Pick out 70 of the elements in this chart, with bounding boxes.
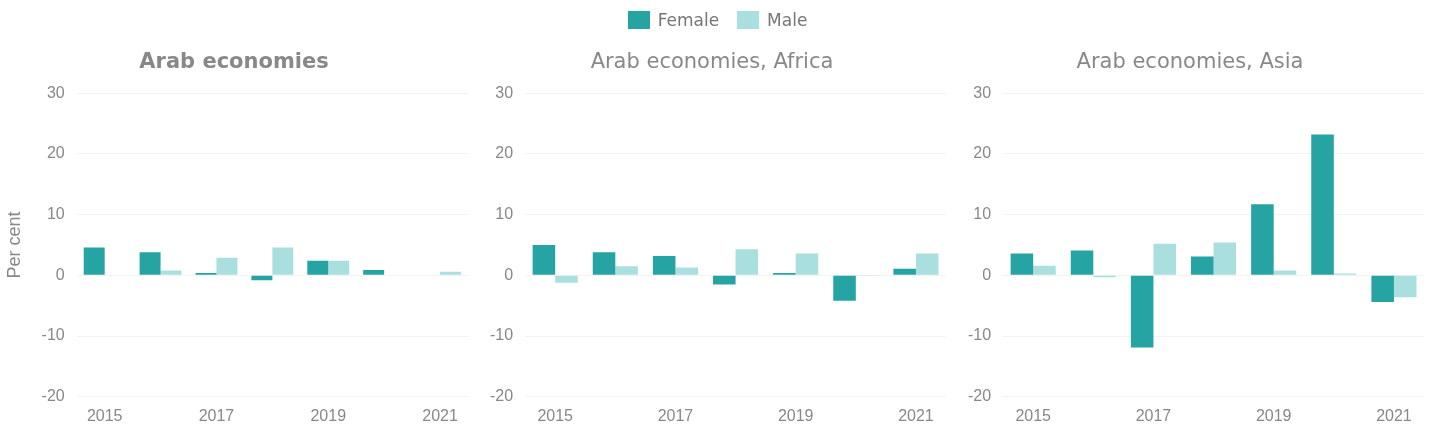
bar [1010, 253, 1034, 275]
bar [1130, 275, 1154, 348]
bar [915, 253, 939, 275]
bar [83, 247, 105, 275]
bar [652, 255, 676, 275]
y-tick-label: 0 [982, 265, 992, 283]
bar [592, 252, 616, 275]
x-tick-label: 2021 [898, 406, 934, 424]
y-tick-label: 10 [973, 205, 992, 223]
bar [328, 260, 350, 275]
bar [1153, 243, 1176, 275]
bar [1311, 134, 1334, 275]
bar [1191, 256, 1214, 275]
bar [216, 257, 238, 275]
bar [675, 267, 698, 275]
bar [795, 253, 819, 275]
bar [1371, 275, 1394, 303]
bar [713, 275, 736, 285]
y-tick-label: -20 [490, 387, 514, 405]
bar [272, 247, 294, 275]
y-tick-label: 30 [46, 83, 65, 101]
x-tick-label: 2019 [310, 406, 347, 424]
bar [251, 275, 273, 281]
y-tick-label: -10 [41, 326, 65, 344]
bar [440, 271, 462, 275]
bar [307, 260, 329, 275]
bar [615, 266, 638, 275]
bar [1033, 265, 1056, 275]
chart-title: Arab economies [139, 49, 329, 74]
y-tick-label: 10 [495, 205, 514, 223]
x-tick-label: 2021 [422, 406, 458, 424]
chart-title: Arab economies, Africa [590, 49, 834, 74]
y-tick-label: -10 [968, 326, 992, 344]
bar [1273, 270, 1297, 275]
bar [833, 275, 856, 301]
x-tick-label: 2017 [198, 406, 235, 424]
bar [363, 269, 385, 275]
y-tick-label: 20 [495, 144, 514, 162]
x-tick-label: 2019 [1255, 406, 1292, 424]
y-tick-label: 0 [55, 265, 65, 283]
bar [139, 252, 161, 275]
bar [1393, 275, 1417, 298]
y-tick-label: 30 [973, 83, 992, 101]
bar [735, 249, 759, 275]
x-tick-label: 2015 [1015, 406, 1052, 424]
legend-label: Female [657, 10, 720, 30]
bar [1251, 204, 1274, 275]
y-axis-title: Per cent [3, 211, 24, 279]
x-tick-label: 2015 [537, 406, 574, 424]
y-tick-label: -20 [968, 387, 992, 405]
y-tick-label: -20 [41, 387, 65, 405]
y-tick-label: -10 [490, 326, 514, 344]
x-tick-label: 2019 [777, 406, 814, 424]
bar [1070, 250, 1094, 275]
bar [893, 268, 916, 275]
bar [532, 245, 556, 275]
x-tick-label: 2017 [657, 406, 694, 424]
chart-title: Arab economies, Asia [1076, 49, 1304, 74]
x-tick-label: 2015 [86, 406, 123, 424]
y-tick-label: 0 [504, 265, 514, 283]
y-tick-label: 30 [495, 83, 514, 101]
bar [1213, 242, 1237, 275]
y-tick-label: 10 [46, 205, 65, 223]
bar [160, 270, 182, 275]
y-tick-label: 20 [973, 144, 992, 162]
y-tick-label: 20 [46, 144, 65, 162]
x-tick-label: 2021 [1376, 406, 1412, 424]
bar [555, 275, 578, 283]
legend-label: Male [767, 10, 808, 30]
x-tick-label: 2017 [1135, 406, 1172, 424]
